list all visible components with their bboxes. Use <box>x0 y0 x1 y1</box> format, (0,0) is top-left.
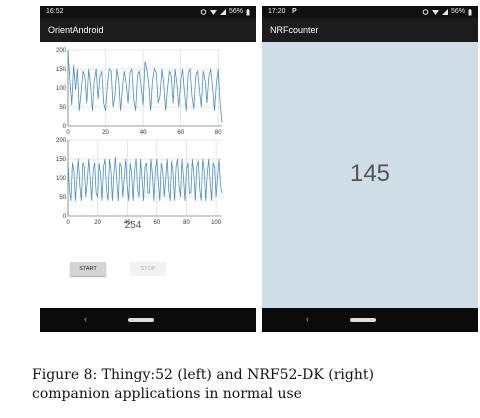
x-tick-label: 80 <box>215 130 222 136</box>
sensor-chart-top: 0 50 100 150 200 0 20 40 60 80 <box>56 48 223 136</box>
x-tick-label: 60 <box>154 220 161 226</box>
left-phone-screen: 16:52 56% OrientAndroid 0 50 100 150 200 0 20 4… <box>40 6 256 332</box>
x-tick-label: 40 <box>140 130 147 136</box>
x-tick-label: 0 <box>66 130 70 136</box>
right-phone-screen: 17:20 P 56% NRFcounter 145 ‹ <box>262 6 478 332</box>
battery-percent: 56% <box>228 8 243 15</box>
x-tick-label: 60 <box>177 130 184 136</box>
y-tick-label: 50 <box>59 105 66 111</box>
app-title: OrientAndroid <box>48 25 104 35</box>
status-time: 16:52 <box>46 8 64 15</box>
app-title: NRFcounter <box>270 25 319 35</box>
status-bar: 16:52 56% <box>40 6 256 18</box>
signal-icon <box>441 9 448 15</box>
app-bar: NRFcounter <box>262 18 478 42</box>
caption-line-1: Figure 8: Thingy:52 (left) and NRF52-DK … <box>32 367 374 383</box>
y-tick-label: 200 <box>56 138 67 144</box>
p-notification-icon: P <box>292 8 297 15</box>
sample-count: 254 <box>124 220 142 231</box>
back-icon[interactable]: ‹ <box>306 314 309 324</box>
wifi-icon <box>431 10 439 15</box>
counter-value: 145 <box>349 160 391 187</box>
home-pill-icon[interactable] <box>128 318 154 322</box>
navigation-bar: ‹ <box>262 308 478 332</box>
y-tick-label: 150 <box>56 157 67 163</box>
x-tick-label: 0 <box>66 220 70 226</box>
battery-percent: 56% <box>450 8 465 15</box>
start-button[interactable]: START <box>70 262 106 276</box>
series-line <box>67 49 223 123</box>
navigation-bar: ‹ <box>40 308 256 332</box>
sensor-chart-bottom: 0 50 100 150 200 0 20 40 60 80 100 <box>56 138 223 226</box>
y-tick-label: 100 <box>56 86 67 92</box>
home-pill-icon[interactable] <box>350 318 376 322</box>
x-tick-label: 20 <box>94 220 101 226</box>
caption-line-2: companion applications in normal use <box>32 386 302 402</box>
stop-button[interactable]: STOP <box>130 262 166 276</box>
x-tick-label: 40 <box>124 220 131 226</box>
app-bar: OrientAndroid <box>40 18 256 42</box>
data-sync-icon <box>422 9 429 15</box>
counter-panel: 145 <box>262 42 478 308</box>
y-tick-label: 50 <box>59 195 66 201</box>
y-tick-label: 150 <box>56 67 67 73</box>
y-tick-label: 0 <box>63 214 67 220</box>
data-sync-icon <box>200 9 207 15</box>
signal-icon <box>219 9 226 15</box>
battery-icon <box>246 8 250 15</box>
back-icon[interactable]: ‹ <box>84 314 87 324</box>
x-tick-label: 100 <box>211 220 222 226</box>
battery-icon <box>468 8 472 15</box>
x-tick-label: 80 <box>183 220 190 226</box>
status-time: 17:20 <box>268 8 286 15</box>
y-tick-label: 100 <box>56 176 67 182</box>
wifi-icon <box>209 10 217 15</box>
y-tick-label: 200 <box>56 48 67 54</box>
series-line <box>67 157 223 201</box>
x-tick-label: 20 <box>102 130 109 136</box>
y-tick-label: 0 <box>63 124 67 130</box>
status-bar: 17:20 P 56% <box>262 6 478 18</box>
figure-caption: Figure 8: Thingy:52 (left) and NRF52-DK … <box>32 366 472 404</box>
